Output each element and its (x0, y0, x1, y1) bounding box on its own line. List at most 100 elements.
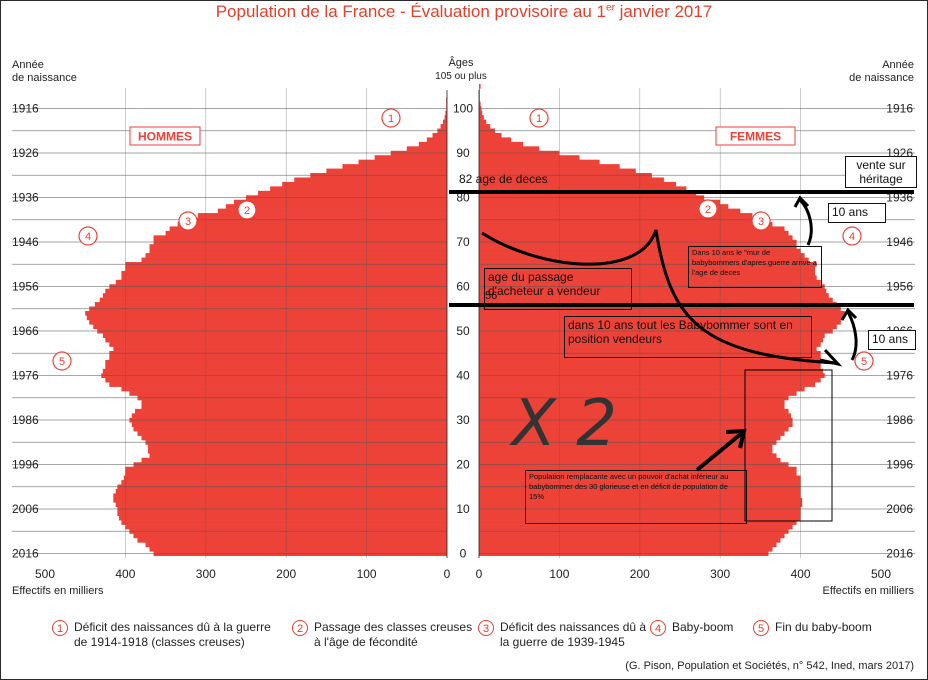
bar-hommes-age-46 (113, 346, 447, 352)
marker-4-right-circle (842, 226, 862, 246)
x-tick-right-100: 100 (549, 567, 569, 581)
bar-femmes-age-6 (479, 524, 793, 530)
legend-item-1: 1 Déficit des naissances dû à la guerre … (52, 620, 287, 650)
title-end: janvier 2017 (614, 2, 713, 21)
age-tick-0: 0 (460, 547, 467, 561)
bar-hommes-age-71 (153, 235, 448, 241)
legend-item-5: 5 Fin du baby-boom (753, 620, 893, 636)
marker-1-right: 1 (536, 113, 542, 125)
marker-3-right: 3 (758, 216, 764, 228)
bar-femmes-age-19 (479, 466, 797, 472)
bar-hommes-age-93 (426, 137, 447, 143)
birth-year-right-1916: 1916 (886, 102, 913, 116)
bar-femmes-age-37 (479, 386, 805, 392)
bar-femmes-age-24 (479, 444, 773, 450)
marker-5-left-circle (52, 351, 72, 371)
bar-hommes-age-31 (131, 413, 447, 419)
age-tick-40: 40 (456, 369, 470, 383)
bar-femmes-age-78 (479, 204, 729, 209)
bar-femmes-age-2 (479, 542, 777, 548)
bar-femmes-age-94 (479, 132, 502, 138)
birth-year-left-1966: 1966 (12, 324, 39, 338)
legend-number-5: 5 (753, 620, 769, 636)
annotation-arrow-diagonal (695, 431, 744, 472)
bar-hommes-age-53 (86, 315, 448, 321)
bar-hommes-age-17 (123, 475, 448, 481)
bar-femmes-age-79 (479, 199, 721, 205)
bar-hommes-age-52 (89, 319, 447, 325)
legend-text-1: Déficit des naissances dû à la guerre de… (74, 620, 271, 649)
annotation-10-ans-top: 10 ans (828, 203, 886, 223)
age-tick-50: 50 (456, 324, 470, 338)
age-tick-60: 60 (456, 280, 470, 294)
annotation-age-deces: 82 age de deces (459, 172, 548, 186)
bar-hommes-age-57 (99, 297, 447, 303)
chart-title: Population de la France - Évaluation pro… (0, 2, 928, 22)
bar-femmes-age-54 (479, 310, 845, 316)
marker-2-right: 2 (705, 204, 711, 216)
bar-hommes-age-77 (217, 208, 447, 214)
marker-1-left: 1 (388, 113, 394, 125)
bar-femmes-age-31 (479, 413, 791, 419)
birth-year-left-1946: 1946 (12, 235, 39, 249)
bar-hommes-age-33 (141, 404, 448, 410)
marker-3-left: 3 (185, 216, 191, 228)
bar-hommes-age-2 (145, 542, 447, 548)
bar-hommes-age-76 (197, 213, 447, 218)
bar-femmes-age-96 (479, 124, 491, 129)
bar-femmes-age-4 (479, 533, 785, 539)
x-tick-left-300: 300 (196, 567, 216, 581)
legend-item-3: 3 Déficit des naissances dû à la guerre … (478, 620, 648, 650)
birth-year-left-1976: 1976 (12, 369, 39, 383)
bar-femmes-age-103 (479, 92, 480, 98)
title-sup: er (606, 2, 615, 14)
bar-femmes-age-1 (479, 546, 773, 552)
bar-hommes-age-24 (147, 444, 448, 450)
legend-number-1: 1 (52, 620, 68, 636)
birth-year-right-1946: 1946 (886, 235, 913, 249)
bar-femmes-age-89 (479, 155, 580, 160)
bar-femmes-age-39 (479, 377, 821, 383)
bar-hommes-age-94 (432, 132, 447, 138)
bar-femmes-age-72 (479, 230, 789, 236)
marker-2-right-circle (698, 199, 718, 219)
bar-femmes-age-23 (479, 448, 773, 454)
marker-1-right-circle (529, 108, 549, 128)
annotation-arrow-up-mid (846, 311, 858, 361)
bar-femmes-age-29 (479, 422, 793, 427)
annotation-curve-wave (481, 229, 837, 365)
bar-hommes-age-92 (418, 141, 447, 147)
birth-year-left-1986: 1986 (12, 413, 39, 427)
x-tick-right-400: 400 (791, 567, 811, 581)
x-tick-left-400: 400 (115, 567, 135, 581)
bar-hommes-age-63 (121, 270, 447, 276)
bar-femmes-age-82 (479, 186, 687, 192)
birth-year-left-1996: 1996 (12, 458, 39, 472)
birth-year-right-1956: 1956 (886, 280, 913, 294)
bar-hommes-age-42 (105, 364, 448, 370)
bar-femmes-age-43 (479, 359, 821, 365)
birth-year-right-2016: 2016 (886, 547, 913, 561)
bar-femmes-age-33 (479, 404, 785, 410)
bar-hommes-age-59 (105, 288, 448, 294)
annotation-passage-age: 56 (485, 290, 498, 302)
birth-year-left-1926: 1926 (12, 146, 39, 160)
birth-year-left-1936: 1936 (12, 191, 39, 205)
hommes-label: HOMMES (138, 130, 192, 144)
bar-femmes-age-73 (479, 226, 785, 232)
legend-item-2: 2 Passage des classes creuses à l'âge de… (292, 620, 477, 650)
bar-femmes-age-66 (479, 257, 809, 263)
bar-hommes-age-97 (442, 119, 447, 125)
legend-text-2: Passage des classes creuses à l'âge de f… (314, 620, 473, 649)
bar-femmes-age-71 (479, 235, 793, 241)
annotation-arrowhead-wave (819, 348, 843, 367)
bar-femmes-age-53 (479, 315, 843, 321)
bar-hommes-age-14 (115, 488, 447, 494)
bar-femmes-age-57 (479, 297, 833, 303)
x-tick-left-200: 200 (276, 567, 296, 581)
bar-hommes-age-22 (149, 453, 447, 459)
header-ages: Âges 105 ou plus (430, 57, 492, 83)
femmes-label: FEMMES (730, 130, 781, 144)
bar-hommes-age-73 (169, 226, 447, 232)
